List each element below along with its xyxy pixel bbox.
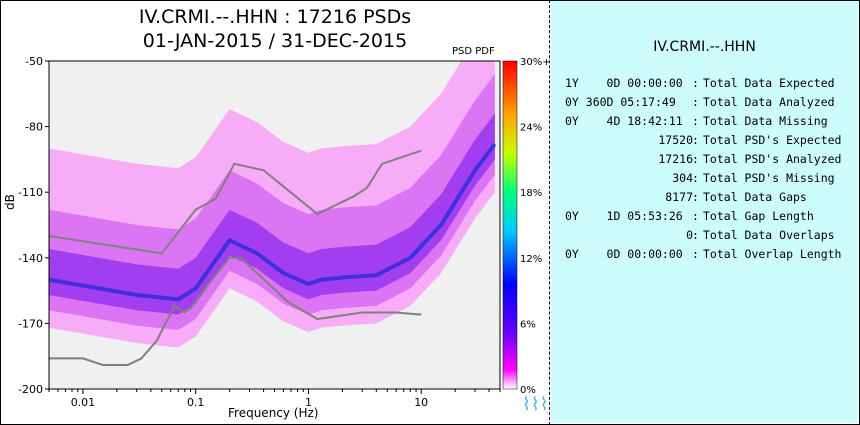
stat-label: Total Overlap Length [703,247,842,261]
stat-value: 8177 [665,190,693,204]
colorbar-tick-label: 18% [520,188,542,199]
stat-value: 0Y 1D 05:53:26 [565,209,683,223]
pdf-band-inner [49,113,495,315]
x-tick-label: 0.01 [71,396,96,409]
stat-separator: : [692,152,699,166]
y-axis-label: dB [3,194,17,210]
stat-label: Total Data Gaps [703,190,807,204]
stat-label: Total Data Overlaps [703,228,835,242]
statistics-panel: IV.CRMI.--.HHN 1Y 0D 00:00:00: Total Data… [551,1,858,423]
stat-label: Total PSD's Expected [703,133,842,147]
stat-value: 0Y 4D 18:42:11 [565,114,683,128]
stat-separator: : [692,247,699,261]
high-noise-model-line [49,149,422,255]
colorbar-tick-label: 0% [520,385,536,396]
y-tick-label: -170 [18,317,43,330]
stat-value: 17520 [658,133,693,147]
stat-label: Total Data Missing [703,114,828,128]
pdf-mode-line [49,142,497,302]
station-label: IV.CRMI.--.HHN [653,39,756,55]
colorbar [502,60,518,390]
stat-separator: : [692,133,699,147]
colorbar-tick-label: 30%+ [520,57,550,68]
stat-separator: : [692,171,699,185]
x-axis-label: Frequency (Hz) [228,406,319,420]
stat-label: Total Gap Length [703,209,814,223]
stat-value: 1Y 0D 00:00:00 [565,76,683,90]
stat-value: 0 [686,228,693,242]
panel-divider [549,0,550,425]
colorbar-tick-label: 12% [520,254,542,265]
stat-separator: : [692,95,699,109]
chart-date-range: 01-JAN-2015 / 31-DEC-2015 [142,30,408,52]
colorbar-title: PSD PDF [452,46,495,57]
stat-label: Total Data Expected [703,76,835,90]
stat-value: 304 [672,171,693,185]
y-tick-label: -110 [18,186,43,199]
stat-value: 0Y 360D 05:17:49 [565,95,676,109]
stat-separator: : [692,76,699,90]
stat-label: Total PSD's Missing [703,171,835,185]
stat-value: 0Y 0D 00:00:00 [565,247,683,261]
stat-value: 17216 [658,152,693,166]
stat-separator: : [692,209,699,223]
pdf-density [49,61,497,348]
low-noise-model-line [49,256,422,366]
y-tick-label: -200 [18,383,43,396]
psd-pdf-chart: -200 -170 -140 -110 -80 -50 0.01 0.1 1 10 30%+ 24… [18,55,550,409]
x-tick-label: 10 [414,396,428,409]
chart-title: IV.CRMI.--.HHN : 17216 PSDs [138,6,412,28]
stat-label: Total PSD's Analyzed [703,152,842,166]
y-tick-label: -80 [25,121,43,134]
x-tick-label: 1 [305,396,312,409]
stat-separator: : [692,190,699,204]
x-tick-label: 0.1 [187,396,205,409]
stat-label: Total Data Analyzed [703,95,835,109]
stat-separator: : [692,228,699,242]
stat-separator: : [692,114,699,128]
colorbar-tick-label: 6% [520,319,536,330]
y-tick-label: -50 [25,55,43,68]
waveform-logo-icon: ⌇⌇⌇ [522,394,549,415]
colorbar-tick-label: 24% [520,123,542,134]
y-tick-label: -140 [18,252,43,265]
